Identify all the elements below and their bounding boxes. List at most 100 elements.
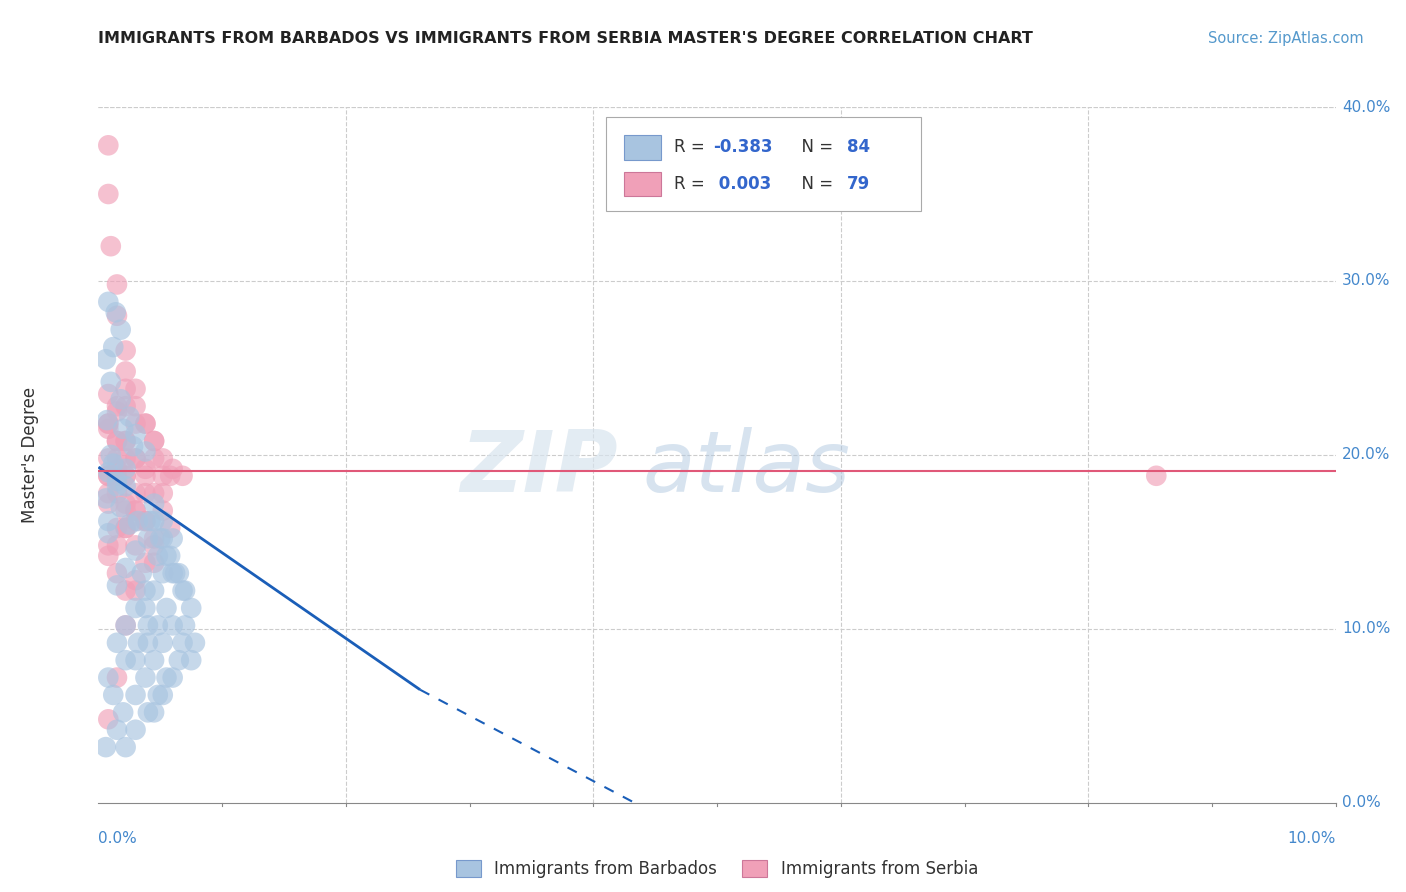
Point — [103, 340, 125, 354]
Point — [124, 417, 146, 431]
Point — [94, 740, 117, 755]
Point — [165, 566, 187, 581]
Point — [134, 601, 156, 615]
Text: N =: N = — [792, 138, 838, 156]
Point — [143, 532, 166, 546]
Point — [136, 706, 159, 720]
Point — [114, 479, 136, 493]
Text: ZIP: ZIP — [460, 427, 619, 510]
Point — [100, 239, 122, 253]
Point — [105, 566, 128, 581]
Text: 40.0%: 40.0% — [1341, 100, 1391, 114]
Point — [159, 468, 181, 483]
Point — [105, 538, 128, 552]
Point — [124, 503, 146, 517]
Point — [146, 688, 169, 702]
Point — [167, 653, 190, 667]
Point — [180, 601, 202, 615]
Point — [97, 417, 120, 431]
Point — [114, 343, 136, 358]
Point — [152, 503, 174, 517]
Point — [162, 618, 184, 632]
Point — [143, 556, 166, 570]
Point — [114, 434, 136, 448]
Point — [152, 451, 174, 466]
Point — [97, 451, 120, 466]
Point — [139, 514, 162, 528]
Point — [97, 486, 120, 500]
Point — [94, 491, 117, 506]
Point — [124, 653, 146, 667]
Point — [100, 448, 122, 462]
Point — [94, 352, 117, 367]
Point — [114, 653, 136, 667]
Point — [1144, 468, 1167, 483]
Point — [110, 323, 132, 337]
Point — [105, 486, 128, 500]
Point — [105, 309, 128, 323]
Point — [152, 486, 174, 500]
Point — [97, 497, 120, 511]
Point — [152, 468, 174, 483]
Point — [143, 486, 166, 500]
Point — [105, 468, 128, 483]
Point — [143, 434, 166, 448]
Point — [114, 583, 136, 598]
FancyBboxPatch shape — [606, 118, 921, 211]
Point — [105, 277, 128, 292]
Point — [124, 601, 146, 615]
Point — [97, 187, 120, 202]
Point — [105, 404, 128, 418]
Point — [124, 451, 146, 466]
Point — [114, 497, 136, 511]
Point — [105, 671, 128, 685]
Point — [162, 532, 184, 546]
Text: 30.0%: 30.0% — [1341, 274, 1391, 288]
Point — [127, 636, 149, 650]
Point — [124, 538, 146, 552]
Point — [114, 618, 136, 632]
Point — [134, 417, 156, 431]
Point — [127, 514, 149, 528]
Point — [124, 543, 146, 558]
Point — [180, 653, 202, 667]
Point — [184, 636, 207, 650]
Text: Master's Degree: Master's Degree — [21, 387, 39, 523]
Point — [152, 636, 174, 650]
Point — [105, 636, 128, 650]
Point — [134, 671, 156, 685]
Text: R =: R = — [673, 175, 710, 193]
Text: -0.383: -0.383 — [713, 138, 773, 156]
Point — [149, 532, 172, 546]
Point — [134, 468, 156, 483]
Point — [124, 573, 146, 587]
Point — [105, 474, 128, 488]
Point — [167, 566, 190, 581]
Point — [134, 417, 156, 431]
Point — [97, 671, 120, 685]
Point — [172, 583, 194, 598]
Text: Source: ZipAtlas.com: Source: ZipAtlas.com — [1208, 31, 1364, 46]
Point — [134, 486, 156, 500]
Point — [134, 514, 156, 528]
Point — [114, 503, 136, 517]
Point — [114, 618, 136, 632]
Point — [143, 451, 166, 466]
Bar — [624, 172, 661, 196]
Point — [146, 549, 169, 563]
Point — [152, 532, 174, 546]
Point — [162, 566, 184, 581]
Point — [114, 468, 136, 483]
Point — [103, 688, 125, 702]
Text: 0.0%: 0.0% — [1341, 796, 1381, 810]
Text: IMMIGRANTS FROM BARBADOS VS IMMIGRANTS FROM SERBIA MASTER'S DEGREE CORRELATION C: IMMIGRANTS FROM BARBADOS VS IMMIGRANTS F… — [98, 31, 1033, 46]
Point — [134, 462, 156, 476]
Point — [136, 532, 159, 546]
Point — [105, 434, 128, 448]
Point — [103, 457, 125, 471]
Point — [114, 364, 136, 378]
Point — [118, 517, 141, 532]
Point — [143, 653, 166, 667]
Point — [110, 392, 132, 407]
Text: 0.0%: 0.0% — [98, 830, 138, 846]
